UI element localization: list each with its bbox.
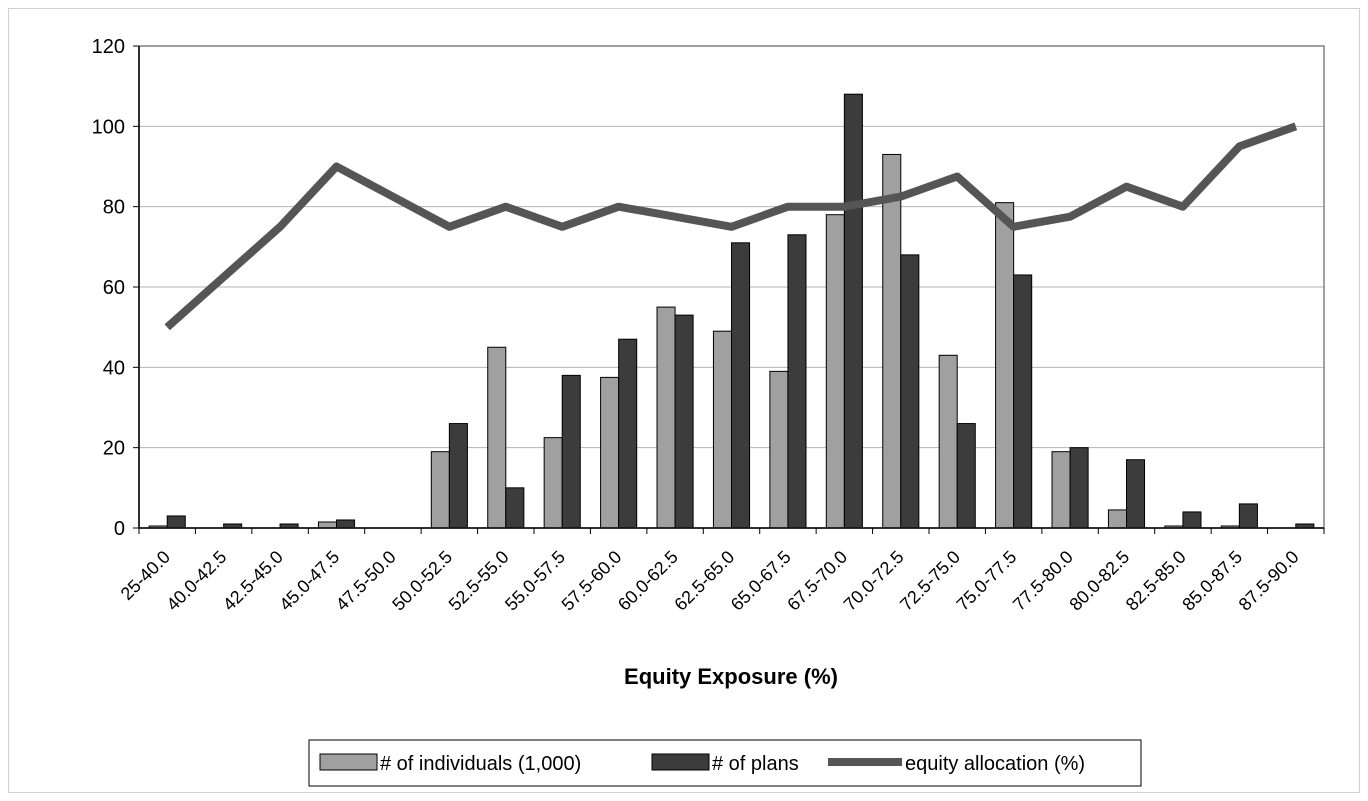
x-tick-label: 65.0-67.5 xyxy=(727,547,795,615)
x-tick-label: 72.5-75.0 xyxy=(896,547,964,615)
bar-individuals xyxy=(769,370,789,529)
bar-plans xyxy=(336,519,356,529)
x-tick-label: 67.5-70.0 xyxy=(783,547,851,615)
line-series xyxy=(164,122,1298,331)
bar-plans xyxy=(505,487,525,529)
x-tick-label: 70.0-72.5 xyxy=(840,547,908,615)
bar-plans xyxy=(900,254,920,529)
legend-label-individuals: # of individuals (1,000) xyxy=(380,753,581,775)
bar-plans xyxy=(1013,274,1033,529)
bar-individuals xyxy=(938,354,958,529)
bar-individuals xyxy=(656,306,676,529)
x-tick-label: 25-40.0 xyxy=(117,547,174,604)
bar-individuals xyxy=(543,437,563,529)
y-tick-labels: 0 20 40 60 80 100 120 xyxy=(92,36,125,540)
bar-individuals xyxy=(995,202,1015,529)
x-tick-label: 50.0-52.5 xyxy=(388,547,456,615)
y-tick-label: 120 xyxy=(92,36,125,58)
bar-individuals xyxy=(1051,451,1071,529)
legend: # of individuals (1,000) # of plans equi… xyxy=(308,739,1142,787)
chart-frame xyxy=(8,8,1360,793)
bar-individuals xyxy=(825,214,845,529)
y-tick-label: 100 xyxy=(92,116,125,138)
bar-plans xyxy=(731,242,751,529)
bar-individuals xyxy=(317,521,338,529)
bar-individuals xyxy=(487,346,507,529)
x-tick-label: 45.0-47.5 xyxy=(275,547,343,615)
x-tick-label: 60.0-62.5 xyxy=(614,547,682,615)
legend-swatch-individuals xyxy=(319,753,378,771)
line-equity-allocation xyxy=(164,122,1298,331)
bar-plans xyxy=(1126,459,1146,529)
bar-plans xyxy=(166,515,186,529)
bar-plans xyxy=(843,93,863,529)
bar-plans xyxy=(618,338,638,529)
bar-plans xyxy=(561,374,581,529)
axes xyxy=(133,45,1325,534)
x-tick-label: 47.5-50.0 xyxy=(332,547,400,615)
y-tick-label: 40 xyxy=(103,357,125,379)
bar-plans xyxy=(448,423,468,529)
x-tick-label: 42.5-45.0 xyxy=(219,547,287,615)
bars xyxy=(148,93,1315,529)
bar-individuals xyxy=(600,376,620,529)
x-tick-label: 80.0-82.5 xyxy=(1065,547,1133,615)
bar-plans xyxy=(956,423,976,529)
x-axis-title: Equity Exposure (%) xyxy=(624,664,838,689)
bar-individuals xyxy=(1107,509,1128,529)
x-tick-label: 75.0-77.5 xyxy=(953,547,1021,615)
bar-plans xyxy=(674,314,694,529)
x-tick-label: 55.0-57.5 xyxy=(501,547,569,615)
y-tick-label: 60 xyxy=(103,277,125,299)
bar-individuals xyxy=(712,330,733,529)
legend-label-equity-allocation: equity allocation (%) xyxy=(905,753,1085,775)
x-tick-label: 87.5-90.0 xyxy=(1235,547,1303,615)
bar-plans xyxy=(1182,511,1202,529)
y-tick-label: 0 xyxy=(114,518,125,540)
x-tick-labels: 25-40.040.0-42.542.5-45.045.0-47.547.5-5… xyxy=(117,547,1303,615)
bar-plans xyxy=(1069,447,1089,529)
bar-individuals xyxy=(882,153,902,529)
x-tick-label: 82.5-85.0 xyxy=(1122,547,1190,615)
x-tick-label: 40.0-42.5 xyxy=(163,547,231,615)
x-tick-label: 85.0-87.5 xyxy=(1178,547,1246,615)
y-tick-label: 20 xyxy=(103,438,125,460)
x-tick-label: 52.5-55.0 xyxy=(445,547,513,615)
y-tick-label: 80 xyxy=(103,197,125,219)
legend-box xyxy=(308,739,1142,787)
x-tick-label: 57.5-60.0 xyxy=(558,547,626,615)
legend-label-plans: # of plans xyxy=(712,753,799,775)
legend-swatch-plans xyxy=(651,753,710,771)
x-tick-label: 62.5-65.0 xyxy=(670,547,738,615)
bar-individuals xyxy=(430,451,450,529)
x-tick-label: 77.5-80.0 xyxy=(1009,547,1077,615)
bar-plans xyxy=(787,234,807,529)
bar-plans xyxy=(1238,503,1258,529)
